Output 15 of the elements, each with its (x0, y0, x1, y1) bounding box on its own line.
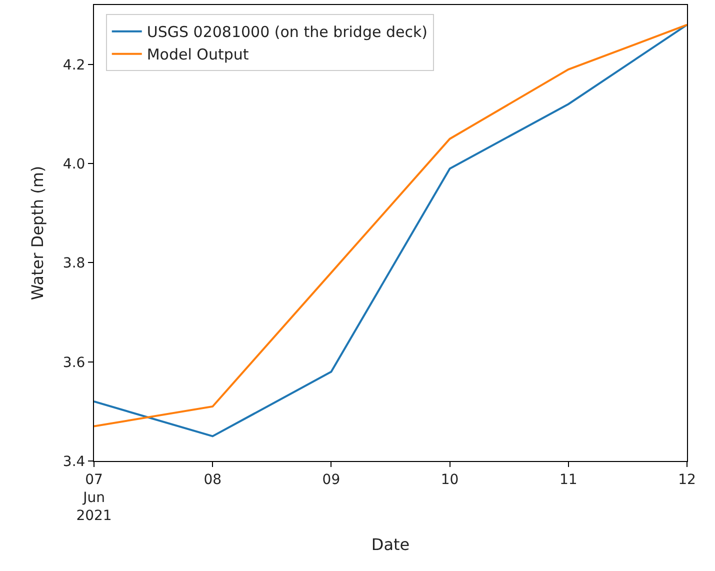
x-axis-title: Date (371, 534, 410, 554)
x-tick-label: 09 (322, 472, 340, 488)
y-tick-label: 3.4 (62, 454, 86, 470)
y-tick-label: 3.6 (62, 354, 86, 371)
x-tick-label: 10 (440, 472, 459, 488)
legend-label: Model Output (146, 46, 249, 64)
x-tick-label: 11 (559, 472, 578, 488)
y-tick-label: 3.8 (62, 256, 86, 272)
legend-label: USGS 02081000 (on the bridge deck) (146, 23, 428, 42)
x-tick-label: 12 (678, 472, 696, 488)
y-tick-label: 4.2 (62, 57, 86, 74)
x-tick-label: 07 Jun 2021 (76, 472, 112, 524)
y-tick-label: 4.0 (62, 156, 86, 173)
y-axis-title: Water Depth (m) (28, 166, 47, 300)
x-tick-label: 08 (204, 472, 222, 488)
